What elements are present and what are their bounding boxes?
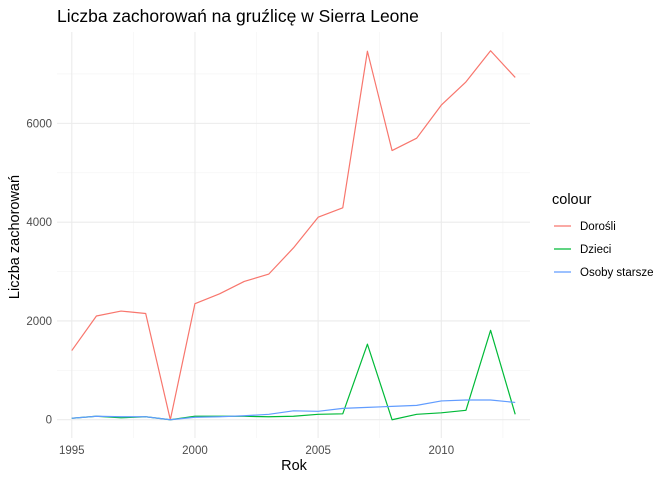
legend: colour Dorośli Dzieci Osoby starsze bbox=[552, 192, 654, 279]
x-tick-label: 1995 bbox=[59, 445, 85, 457]
x-tick-label: 2000 bbox=[182, 445, 208, 457]
y-tick-label: 2000 bbox=[26, 316, 52, 328]
x-axis-title: Rok bbox=[281, 458, 308, 474]
chart-title: Liczba zachorowań na gruźlicę w Sierra L… bbox=[57, 6, 419, 26]
x-tick-label: 2010 bbox=[429, 445, 455, 457]
y-tick-label: 6000 bbox=[26, 118, 52, 130]
legend-label: Dzieci bbox=[580, 244, 611, 256]
y-axis-title: Liczba zachorowań bbox=[7, 175, 23, 299]
y-tick-label: 0 bbox=[46, 415, 52, 427]
x-tick-label: 2005 bbox=[305, 445, 331, 457]
legend-label: Osoby starsze bbox=[580, 267, 654, 279]
legend-title: colour bbox=[552, 192, 592, 208]
x-axis-ticks: 1995 2000 2005 2010 bbox=[59, 445, 454, 457]
legend-label: Dorośli bbox=[580, 221, 616, 233]
y-axis-ticks: 0 2000 4000 6000 bbox=[26, 118, 52, 426]
series-lines bbox=[71, 50, 516, 421]
y-tick-label: 4000 bbox=[26, 217, 52, 229]
major-gridlines bbox=[57, 32, 530, 438]
series-line-dorośli bbox=[71, 50, 516, 421]
series-line-osoby-starsze bbox=[71, 399, 516, 421]
